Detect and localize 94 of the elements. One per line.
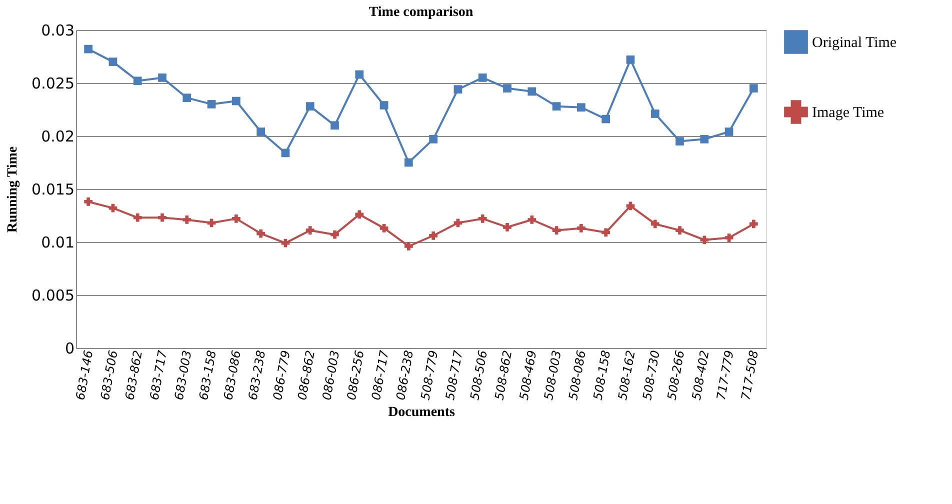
point [306, 226, 314, 235]
point [552, 226, 561, 235]
point [380, 224, 388, 232]
x-tick-label: 508-158 [590, 348, 614, 402]
point [576, 224, 586, 232]
x-tick-label: 086-779 [270, 349, 293, 402]
x-axis-title: Documents [388, 404, 456, 420]
point [207, 218, 216, 228]
x-tick-label: 086-256 [344, 348, 367, 402]
x-tick-label: 508-086 [566, 348, 589, 402]
point [355, 210, 364, 219]
point [306, 102, 314, 111]
x-tick-label: 683-506 [98, 348, 120, 402]
point [602, 228, 610, 237]
point [503, 222, 512, 232]
point [650, 220, 660, 228]
x-tick-label: 086-717 [368, 348, 392, 402]
x-tick-label: 683-238 [246, 348, 268, 402]
legend-label: Original Time [812, 35, 897, 51]
x-tick-label: 508-003 [541, 349, 564, 402]
y-tick-label: 0.025 [32, 74, 74, 92]
point [355, 70, 364, 79]
point [528, 87, 536, 96]
point [380, 101, 388, 110]
point [749, 220, 758, 228]
point [626, 55, 635, 64]
x-tick-label: 683-717 [147, 348, 170, 402]
point [576, 103, 586, 112]
point [749, 84, 758, 92]
point [429, 134, 438, 144]
x-tick-label: 086-238 [394, 348, 416, 402]
point [478, 74, 487, 82]
point [158, 74, 166, 82]
y-tick-label: 0.02 [41, 128, 74, 146]
x-tick-label: 508-469 [516, 349, 540, 402]
x-tick-label: 717-508 [738, 348, 762, 402]
y-tick-label: 0.015 [32, 180, 74, 198]
x-tick-label: 683-862 [122, 349, 145, 402]
x-tick-label: 717-779 [714, 349, 736, 402]
point [478, 214, 487, 223]
point [207, 100, 216, 108]
x-tick-label: 683-146 [73, 348, 96, 402]
point [404, 242, 413, 250]
point [108, 58, 118, 66]
point [84, 44, 93, 54]
x-tick-label: 508-730 [640, 348, 663, 402]
point [158, 213, 166, 222]
point [650, 110, 660, 118]
x-tick-label: 508-402 [689, 349, 712, 402]
point [454, 218, 462, 228]
point [454, 85, 462, 94]
point [404, 158, 413, 167]
legend-label: Image Time [812, 105, 884, 121]
x-tick-label: 508-266 [664, 348, 688, 402]
chart-title: Time comparison [368, 5, 474, 20]
point [700, 236, 709, 244]
point [108, 204, 118, 212]
point [503, 84, 512, 92]
point [602, 114, 610, 124]
point [429, 231, 438, 240]
y-tick-label: 0.01 [41, 234, 74, 252]
point [133, 76, 142, 86]
x-tick-label: 508-717 [442, 348, 466, 402]
y-tick-label: 0.03 [41, 22, 74, 40]
x-tick-label: 683-086 [221, 348, 244, 402]
point [330, 230, 339, 239]
x-tick-label: 086-003 [320, 349, 342, 402]
x-tick-label: 508-862 [492, 349, 515, 402]
y-axis-title: Running Time [6, 146, 21, 233]
point [724, 128, 734, 136]
point [232, 214, 240, 223]
x-tick-label: 683-158 [196, 348, 219, 402]
x-tick-label: 508-506 [468, 348, 490, 402]
point [724, 234, 734, 242]
x-tick-label: 683-003 [172, 349, 194, 402]
point [281, 148, 290, 158]
x-tick-label: 508-162 [615, 349, 638, 402]
point [182, 94, 192, 102]
point [133, 213, 142, 222]
x-tick-label: 508-779 [418, 349, 441, 402]
point [256, 128, 266, 136]
point [84, 198, 93, 206]
x-tick-label: 086-862 [295, 349, 318, 402]
point [700, 134, 709, 144]
point [676, 226, 684, 235]
y-tick-label: 0 [64, 340, 74, 358]
point [552, 102, 561, 111]
point [256, 229, 266, 238]
point [232, 96, 240, 106]
point [676, 137, 684, 146]
point [528, 216, 536, 224]
y-tick-label: 0.005 [32, 286, 74, 304]
point [182, 216, 192, 224]
point [330, 121, 339, 130]
